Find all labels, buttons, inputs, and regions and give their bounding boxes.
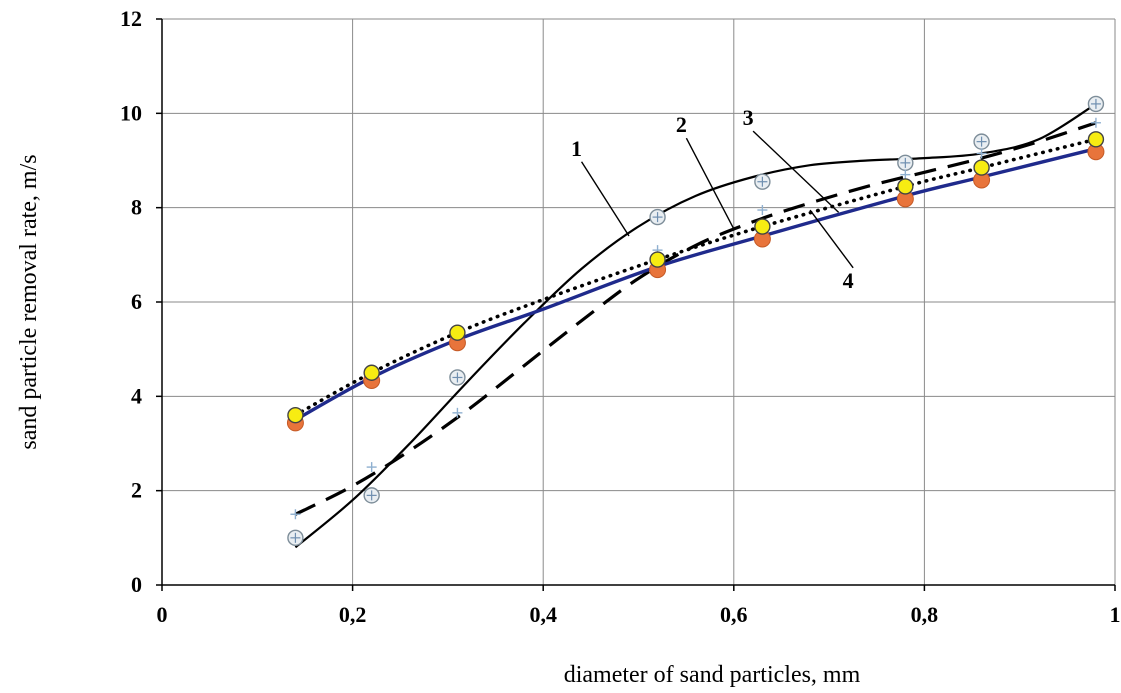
series-2-point	[976, 148, 987, 159]
curve-label: 4	[843, 268, 854, 293]
curve-label: 3	[743, 105, 754, 130]
y-axis-title: sand particle removal rate, m/s	[16, 154, 42, 449]
x-tick-label: 0,2	[339, 602, 367, 627]
series-1-point	[973, 133, 990, 150]
point-circle	[287, 407, 304, 424]
grid	[162, 18, 1116, 585]
point-circle	[973, 159, 990, 176]
series-3-point	[363, 364, 380, 381]
curve-label: 2	[676, 112, 687, 137]
y-tick-label: 2	[131, 478, 142, 503]
series-3-point	[897, 178, 914, 195]
series-2-point	[757, 205, 768, 216]
y-tick-label: 6	[131, 289, 142, 314]
y-tick-label: 4	[131, 383, 142, 408]
markers-group	[286, 95, 1105, 547]
series-3-point	[649, 251, 666, 268]
x-tick-label: 1	[1110, 602, 1121, 627]
point-circle	[754, 218, 771, 235]
series-1-point	[649, 208, 666, 226]
series-4-line	[294, 147, 1097, 422]
series-3-point	[449, 324, 466, 341]
point-circle	[897, 178, 914, 195]
series-1-point	[1087, 95, 1105, 113]
annotations: 1 2 3 4	[571, 105, 854, 293]
curve-label-pointer	[580, 161, 630, 237]
point-circle	[1087, 131, 1105, 148]
curve-label-pointer	[685, 137, 735, 230]
x-axis-title: diameter of sand particles, mm	[564, 662, 861, 688]
series-2-point	[1090, 117, 1101, 128]
point-circle	[649, 251, 666, 268]
series-2-line	[294, 121, 1097, 516]
series-1-point	[754, 173, 771, 190]
series-2-point	[290, 509, 301, 520]
y-tick-label: 0	[131, 572, 142, 597]
x-tick-label: 0,8	[911, 602, 939, 627]
series-1-point	[897, 154, 914, 172]
series-1-point	[287, 529, 304, 547]
series-3-point	[754, 218, 771, 235]
point-circle	[449, 324, 466, 341]
series-3-point	[973, 159, 990, 176]
series-2-point	[366, 462, 377, 473]
series-1-line	[294, 102, 1097, 549]
curve-label: 1	[571, 136, 582, 161]
x-tick-label: 0	[157, 602, 168, 627]
series-1-point	[363, 487, 380, 504]
curve-label-pointer	[809, 209, 854, 269]
series-1-point	[449, 369, 466, 386]
x-tick-label: 0,6	[720, 602, 748, 627]
y-tick-label: 12	[120, 6, 142, 31]
curve-label-pointer	[752, 130, 840, 213]
series-3-point	[287, 407, 304, 424]
series-2-point	[452, 407, 463, 418]
series-2-point	[900, 169, 911, 180]
y-tick-label: 10	[120, 100, 142, 125]
x-tick-label: 0,4	[529, 602, 557, 627]
point-circle	[363, 364, 380, 381]
y-tick-label: 8	[131, 195, 142, 220]
series-3-point	[1087, 131, 1105, 148]
series-3-line	[293, 137, 1098, 417]
